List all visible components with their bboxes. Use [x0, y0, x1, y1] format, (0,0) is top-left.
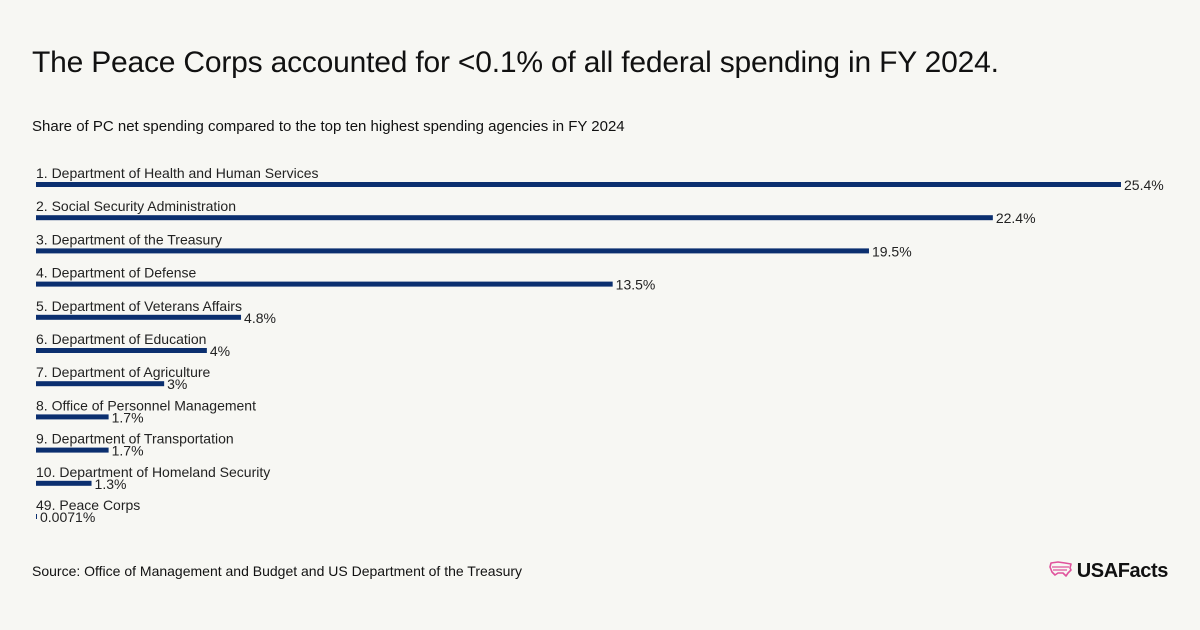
bar-value-label: 1.7% — [112, 443, 144, 459]
bar-category-label: 3. Department of the Treasury — [36, 231, 222, 247]
bar-value-label: 4.8% — [244, 310, 276, 326]
bar — [36, 414, 109, 420]
usafacts-logo[interactable]: USAFacts — [1048, 560, 1169, 583]
bar — [36, 381, 165, 387]
bar-value-label: 25.4% — [1124, 177, 1164, 193]
bar — [36, 514, 37, 519]
bar-value-label: 19.5% — [872, 243, 912, 259]
bar-category-label: 7. Department of Agriculture — [36, 364, 211, 380]
bar-category-label: 6. Department of Education — [36, 331, 206, 347]
bar — [36, 314, 242, 320]
bar-category-label: 5. Department of Veterans Affairs — [36, 298, 242, 314]
bar — [36, 182, 1121, 187]
us-map-icon — [1048, 560, 1073, 583]
bar-category-label: 10. Department of Homeland Security — [36, 464, 270, 480]
bar-category-label: 49. Peace Corps — [36, 497, 140, 513]
bar — [36, 215, 993, 221]
bar-category-label: 1. Department of Health and Human Servic… — [36, 165, 318, 181]
bar — [36, 281, 613, 287]
bar-category-label: 2. Social Security Administration — [36, 198, 236, 214]
bar-value-label: 22.4% — [996, 210, 1036, 226]
bar — [36, 248, 869, 254]
source-note: Source: Office of Management and Budget … — [32, 563, 523, 579]
bar-value-label: 1.3% — [95, 476, 127, 492]
bar — [36, 447, 109, 453]
bar-category-label: 8. Office of Personnel Management — [36, 397, 256, 413]
logo-text: USAFacts — [1076, 560, 1169, 582]
bar — [36, 348, 207, 353]
bar — [36, 480, 92, 486]
bar-category-label: 9. Department of Transportation — [36, 431, 234, 447]
bar-value-label: 13.5% — [616, 277, 656, 293]
bar-value-label: 0.0071% — [40, 509, 95, 525]
bar-value-label: 4% — [210, 343, 230, 359]
bar-value-label: 1.7% — [112, 409, 144, 425]
chart-title: The Peace Corps accounted for <0.1% of a… — [32, 46, 999, 79]
bar-category-label: 4. Department of Defense — [36, 265, 197, 281]
chart-subtitle: Share of PC net spending compared to the… — [32, 118, 625, 135]
bar-value-label: 3% — [167, 376, 187, 392]
bar-chart: 1. Department of Health and Human Servic… — [36, 165, 1164, 525]
